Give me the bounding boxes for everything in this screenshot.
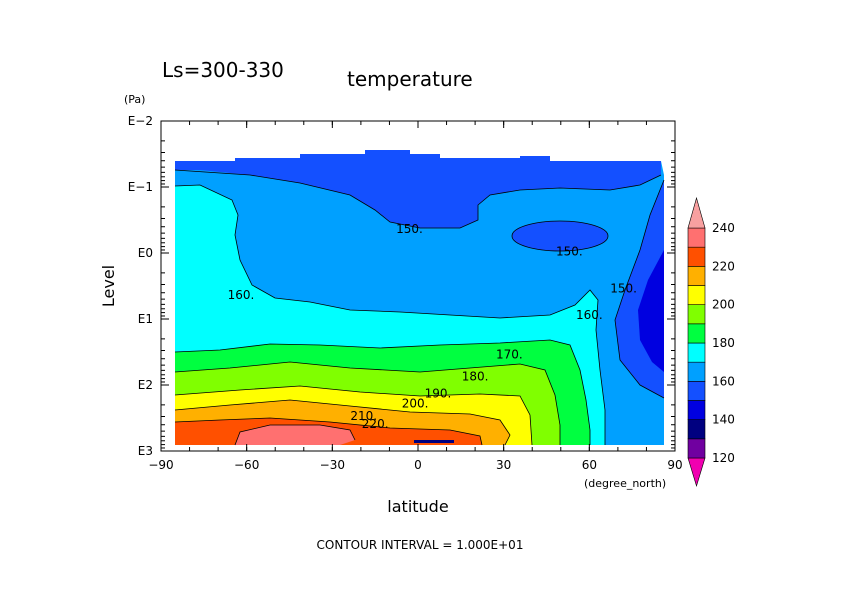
contour-line-150-blob	[511, 220, 609, 252]
y-tick-label: E−2	[128, 114, 153, 128]
contour-label: 150.	[610, 282, 637, 296]
colorbar-segment	[687, 361, 706, 382]
y-tick-label: E−1	[128, 180, 153, 194]
contour-interval-note: CONTOUR INTERVAL = 1.000E+01	[317, 538, 524, 552]
colorbar-label: 200	[712, 298, 735, 312]
fill-band-140-150	[175, 161, 661, 228]
y-axis-label: Level	[99, 265, 118, 307]
contour-line-200	[174, 399, 511, 446]
contour-label: 170.	[496, 348, 523, 362]
contour-label: 200.	[402, 397, 429, 411]
y-axis: E−2 E−1 E0 E1 E2 E3	[128, 114, 675, 458]
fill-top-notch	[235, 150, 520, 161]
colorbar-segment	[687, 381, 706, 401]
x-tick-label: 90	[667, 458, 682, 472]
contour-line-220	[234, 424, 356, 446]
chart-title-left: Ls=300-330	[162, 58, 284, 82]
x-tick-label: −90	[148, 458, 173, 472]
contour-labels: 150. 150. 150. 160. 160. 170. 180. 190.200. 210.…	[228, 222, 637, 431]
contour-line-210	[174, 417, 483, 446]
contour-line-160-left	[174, 184, 606, 445]
colorbar-segment	[687, 304, 706, 325]
colorbar-segment	[687, 400, 706, 420]
y-tick-label: E3	[138, 444, 153, 458]
y-unit-label: (Pa)	[124, 93, 145, 106]
colorbar-segment	[687, 246, 706, 267]
y-tick-label: E0	[138, 246, 153, 260]
y-tick-label: E1	[138, 312, 153, 326]
contour-lines	[174, 169, 665, 446]
colorbar-label: 180	[712, 336, 735, 350]
x-tick-label: 0	[414, 458, 422, 472]
colorbar-segment	[687, 227, 706, 248]
contour-label: 160.	[228, 288, 255, 302]
colorbar-segment	[687, 285, 706, 305]
colorbar-label: 160	[712, 374, 735, 388]
x-tick-label: 30	[496, 458, 511, 472]
colorbar: 120 140 160 180 200 220 240	[687, 196, 735, 488]
contour-label: 150.	[396, 222, 423, 236]
colorbar-label: 140	[712, 413, 735, 427]
chart-title-right: temperature	[347, 67, 473, 91]
colorbar-label: 220	[712, 259, 735, 273]
colorbar-label: 120	[712, 451, 735, 465]
x-tick-label: 60	[582, 458, 597, 472]
x-axis-label: latitude	[387, 497, 448, 516]
fill-top-notch-right	[520, 156, 550, 161]
colorbar-segment	[687, 323, 706, 344]
colorbar-segment	[687, 342, 706, 363]
x-tick-label: −60	[234, 458, 259, 472]
colorbar-max-arrow	[687, 196, 706, 229]
contour-label: 150.	[556, 245, 583, 259]
colorbar-min-arrow	[687, 457, 706, 488]
fill-blob-140	[512, 221, 608, 251]
contour-line-150-right	[614, 179, 665, 399]
colorbar-label: 240	[712, 221, 735, 235]
contour-line-190	[174, 385, 533, 446]
colorbar-segment	[687, 266, 706, 286]
x-unit-label: (degree_north)	[584, 477, 666, 490]
contour-line-150-top	[174, 169, 662, 229]
colorbar-segment	[687, 419, 706, 440]
y-tick-label: E2	[138, 378, 153, 392]
x-tick-label: −30	[320, 458, 345, 472]
contour-label: 180.	[462, 369, 489, 383]
contour-label: 210.	[350, 409, 377, 423]
contour-label: 220.	[362, 417, 389, 431]
fill-band-120-130	[638, 250, 664, 372]
colorbar-segment	[687, 438, 706, 459]
contour-label: 160.	[576, 308, 603, 322]
fill-bottom-bar	[414, 440, 454, 443]
fill-band-220-230	[235, 425, 355, 445]
contour-label: 190.	[425, 387, 452, 401]
contour-line-180	[174, 361, 561, 445]
x-axis: −90 −60 −30 0 30 60 90	[148, 121, 683, 472]
contour-line-170	[174, 339, 591, 445]
